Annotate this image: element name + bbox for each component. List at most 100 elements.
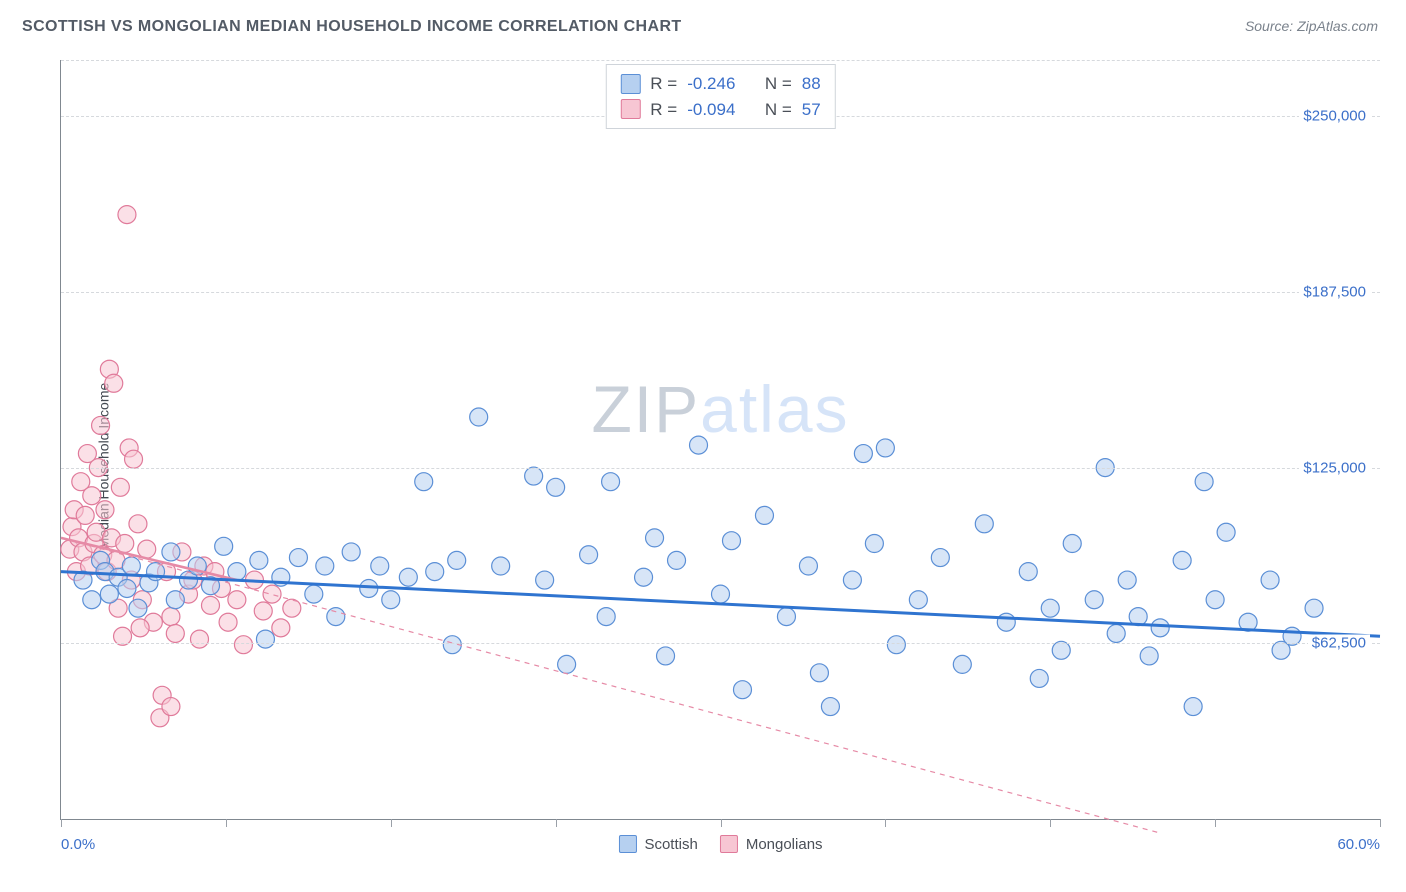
trend-line — [61, 538, 1160, 833]
data-point — [1030, 669, 1048, 687]
data-point — [712, 585, 730, 603]
data-point — [162, 698, 180, 716]
data-point — [646, 529, 664, 547]
data-point — [997, 613, 1015, 631]
data-point — [799, 557, 817, 575]
data-point — [100, 585, 118, 603]
chart-container: Median Household Income ZIPatlas R = -0.… — [10, 50, 1396, 882]
data-point — [1206, 591, 1224, 609]
data-point — [602, 473, 620, 491]
data-point — [342, 543, 360, 561]
legend-item-scottish: Scottish — [618, 835, 697, 853]
data-point — [854, 445, 872, 463]
data-point — [755, 506, 773, 524]
data-point — [580, 546, 598, 564]
data-point — [327, 608, 345, 626]
data-point — [1151, 619, 1169, 637]
data-point — [722, 532, 740, 550]
plot-area: ZIPatlas R = -0.246 N = 88 R = -0.094 N … — [60, 60, 1380, 820]
data-point — [1019, 563, 1037, 581]
gridline — [61, 292, 1380, 293]
data-point — [536, 571, 554, 589]
correlation-row-mongolians: R = -0.094 N = 57 — [620, 97, 820, 123]
swatch-blue-icon — [618, 835, 636, 853]
y-tick-label: $62,500 — [1308, 635, 1370, 652]
data-point — [250, 551, 268, 569]
gridline — [61, 643, 1380, 644]
x-axis-min-label: 0.0% — [61, 836, 95, 853]
data-point — [821, 698, 839, 716]
data-point — [1063, 535, 1081, 553]
x-tick — [226, 819, 227, 827]
data-point — [272, 619, 290, 637]
data-point — [263, 585, 281, 603]
data-point — [635, 568, 653, 586]
data-point — [382, 591, 400, 609]
data-point — [228, 591, 246, 609]
data-point — [129, 515, 147, 533]
data-point — [975, 515, 993, 533]
data-point — [254, 602, 272, 620]
data-point — [83, 487, 101, 505]
data-point — [1195, 473, 1213, 491]
data-point — [118, 579, 136, 597]
x-tick — [556, 819, 557, 827]
legend-label-scottish: Scottish — [644, 836, 697, 853]
data-point — [953, 655, 971, 673]
data-point — [138, 540, 156, 558]
data-point — [166, 624, 184, 642]
legend-label-mongolians: Mongolians — [746, 836, 823, 853]
x-tick — [1050, 819, 1051, 827]
data-point — [371, 557, 389, 575]
data-point — [256, 630, 274, 648]
gridline — [61, 468, 1380, 469]
scatter-svg — [61, 60, 1380, 819]
data-point — [92, 416, 110, 434]
source-attribution: Source: ZipAtlas.com — [1245, 18, 1378, 34]
data-point — [777, 608, 795, 626]
data-point — [118, 206, 136, 224]
correlation-row-scottish: R = -0.246 N = 88 — [620, 71, 820, 97]
data-point — [305, 585, 323, 603]
data-point — [887, 636, 905, 654]
data-point — [129, 599, 147, 617]
data-point — [1107, 624, 1125, 642]
r-value-mongolians: -0.094 — [687, 97, 735, 123]
data-point — [1140, 647, 1158, 665]
data-point — [234, 636, 252, 654]
data-point — [865, 535, 883, 553]
data-point — [201, 596, 219, 614]
data-point — [1085, 591, 1103, 609]
data-point — [876, 439, 894, 457]
data-point — [909, 591, 927, 609]
data-point — [283, 599, 301, 617]
data-point — [525, 467, 543, 485]
data-point — [219, 613, 237, 631]
data-point — [162, 608, 180, 626]
data-point — [415, 473, 433, 491]
swatch-blue-icon — [620, 74, 640, 94]
n-value-scottish: 88 — [802, 71, 821, 97]
swatch-pink-icon — [620, 99, 640, 119]
x-tick — [1380, 819, 1381, 827]
x-axis-max-label: 60.0% — [1337, 836, 1380, 853]
correlation-legend: R = -0.246 N = 88 R = -0.094 N = 57 — [605, 64, 835, 129]
data-point — [448, 551, 466, 569]
data-point — [597, 608, 615, 626]
r-label: R = — [650, 71, 677, 97]
data-point — [131, 619, 149, 637]
data-point — [1118, 571, 1136, 589]
x-tick — [1215, 819, 1216, 827]
data-point — [1173, 551, 1191, 569]
data-point — [316, 557, 334, 575]
data-point — [76, 506, 94, 524]
data-point — [105, 374, 123, 392]
data-point — [96, 501, 114, 519]
data-point — [657, 647, 675, 665]
data-point — [810, 664, 828, 682]
legend-item-mongolians: Mongolians — [720, 835, 823, 853]
data-point — [215, 537, 233, 555]
data-point — [426, 563, 444, 581]
n-label: N = — [765, 97, 792, 123]
data-point — [125, 450, 143, 468]
